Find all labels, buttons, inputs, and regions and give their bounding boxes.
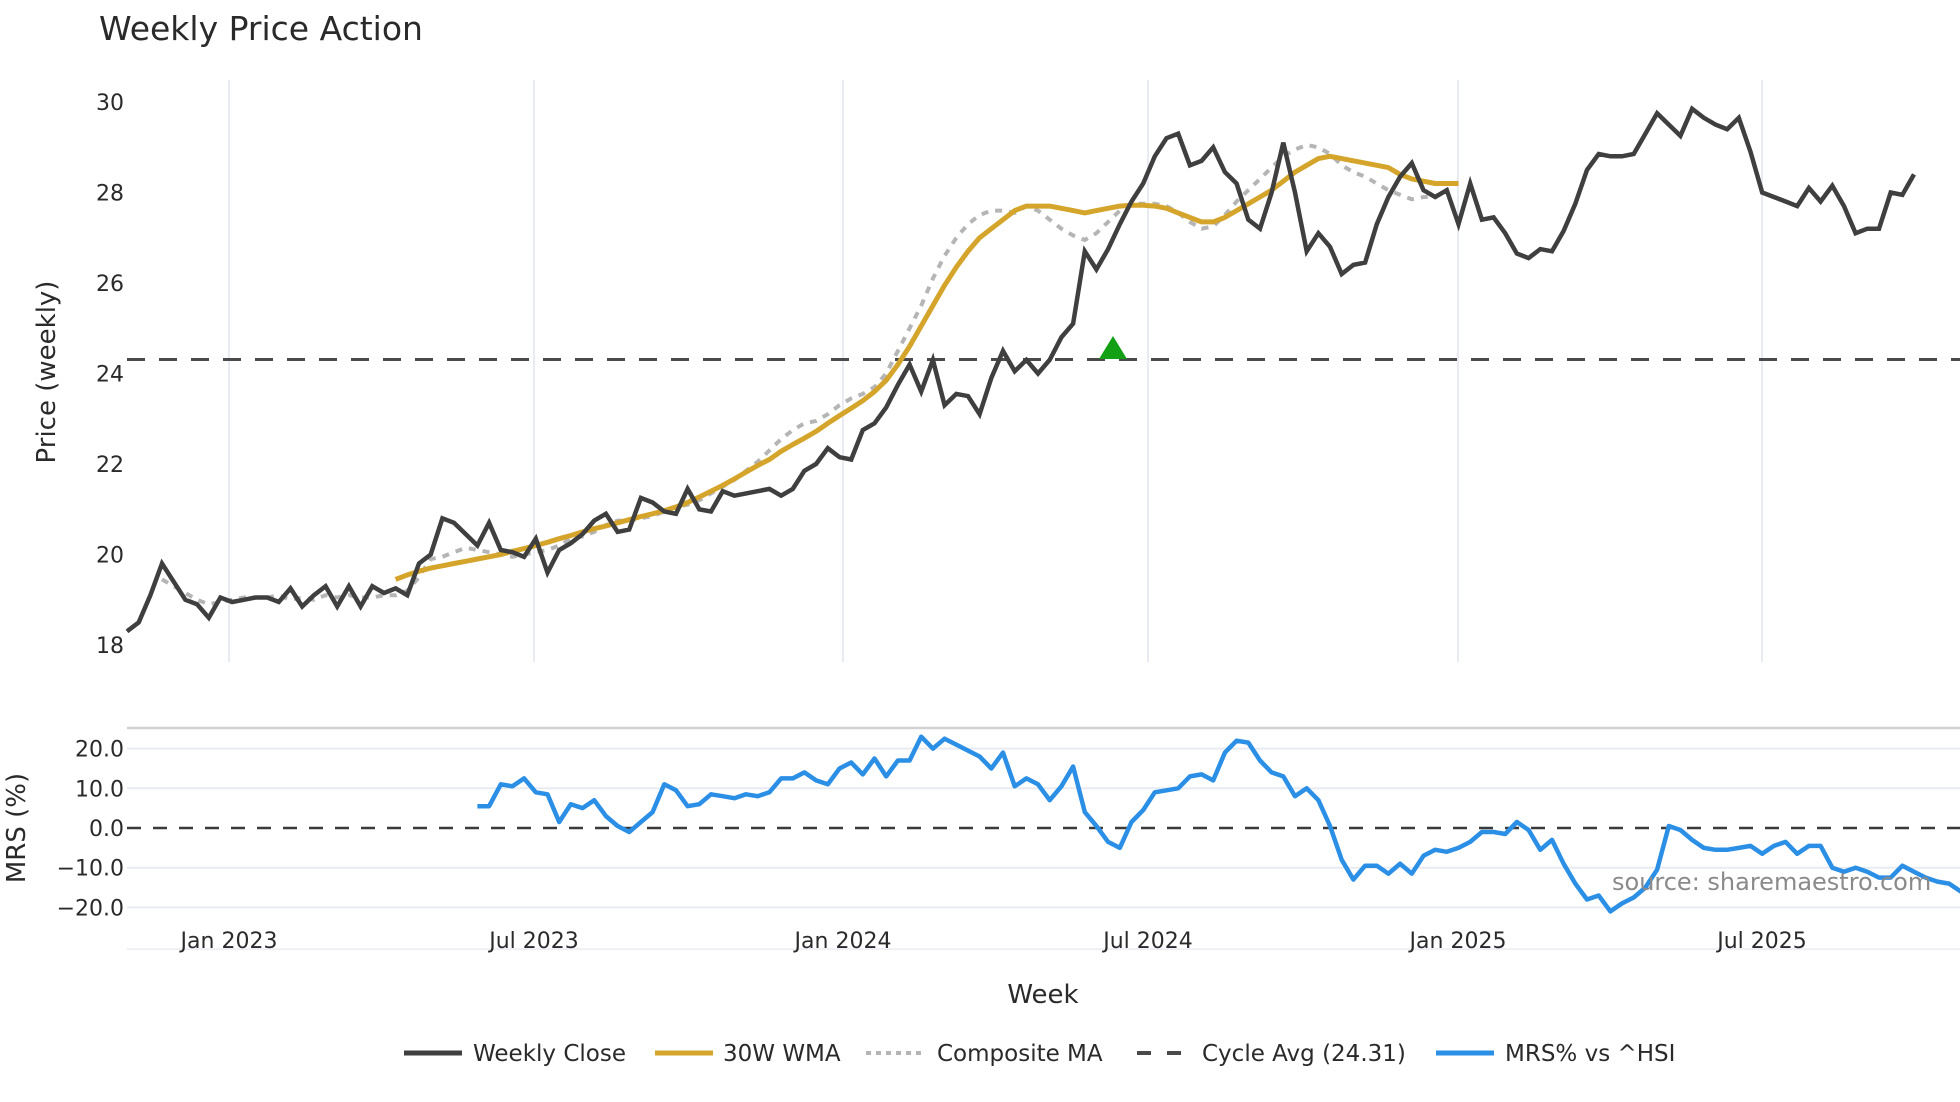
mrs-y-axis-title: MRS (%): [2, 773, 32, 883]
price-y-tick-label: 22: [96, 453, 124, 478]
price-y-tick-label: 26: [96, 272, 124, 297]
legend: Weekly Close 30W WMA Composite MA Cycle Avg…: [404, 1041, 1675, 1067]
x-tick-label: Jul 2024: [1101, 929, 1193, 954]
price-y-axis-title: Price (weekly): [32, 281, 62, 464]
price-y-tick-label: 30: [96, 91, 124, 116]
mrs-y-tick-label: 0.0: [89, 817, 124, 842]
legend-item-label: 30W WMA: [723, 1041, 841, 1067]
x-tick-label: Jul 2023: [487, 929, 579, 954]
mrs-y-axis: 20.0 10.0 0.0 −10.0 −20.0: [57, 738, 124, 922]
chart-title: Weekly Price Action: [99, 9, 423, 48]
x-tick-label: Jan 2025: [1408, 929, 1507, 954]
composite-ma-line: [160, 142, 1436, 607]
x-axis: Jan 2023 Jul 2023 Jan 2024 Jul 2024 Jan 2025…: [179, 929, 1807, 954]
mrs-line: [477, 734, 1960, 914]
x-axis-title: Week: [1007, 980, 1078, 1010]
price-y-tick-label: 24: [96, 363, 124, 388]
legend-item-label: Weekly Close: [473, 1041, 626, 1067]
legend-item-label: MRS% vs ^HSI: [1505, 1041, 1675, 1067]
mrs-y-tick-label: −20.0: [57, 896, 124, 921]
source-watermark: source: sharemaestro.com: [1612, 868, 1931, 896]
price-y-axis: 30 28 26 24 22 20 18: [96, 91, 124, 659]
x-tick-label: Jan 2023: [179, 929, 278, 954]
weekly-close-line: [125, 105, 1916, 634]
mrs-y-tick-label: −10.0: [57, 857, 124, 882]
x-tick-label: Jan 2024: [793, 929, 892, 954]
price-y-tick-label: 18: [96, 634, 124, 659]
price-y-tick-label: 28: [96, 182, 124, 207]
wma-30w-line: [394, 153, 1459, 582]
mrs-y-tick-label: 10.0: [75, 777, 124, 802]
legend-item-label: Cycle Avg (24.31): [1202, 1041, 1406, 1067]
price-y-tick-label: 20: [96, 544, 124, 569]
x-tick-label: Jul 2025: [1715, 929, 1807, 954]
mrs-y-tick-label: 20.0: [75, 738, 124, 763]
legend-item-label: Composite MA: [937, 1041, 1103, 1067]
buy-signal-triangle-icon: [1099, 336, 1127, 359]
